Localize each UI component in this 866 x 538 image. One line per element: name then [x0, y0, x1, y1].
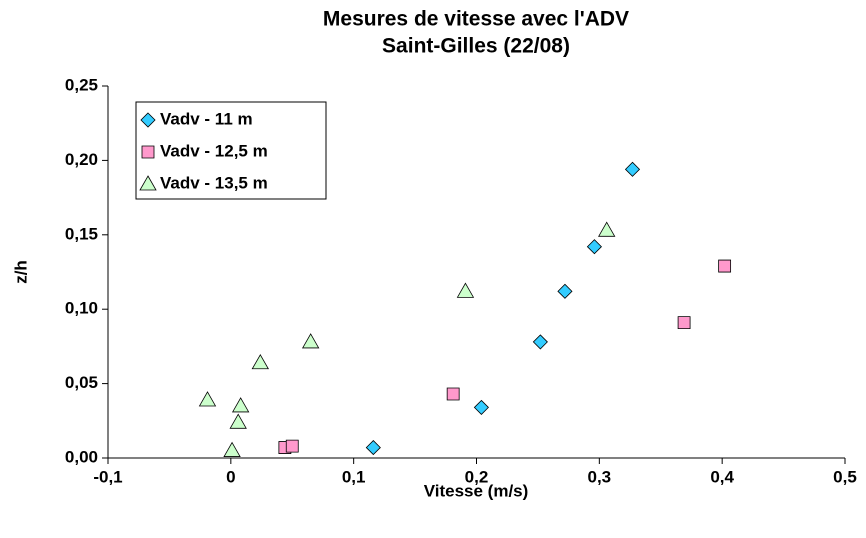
point: [365, 440, 381, 456]
legend-label: Vadv - 13,5 m: [160, 173, 268, 192]
x-tick-label: 0: [226, 467, 235, 486]
point: [223, 441, 241, 457]
point: [718, 259, 732, 273]
point: [229, 413, 247, 429]
x-tick-label: 0,1: [342, 467, 366, 486]
legend-marker: [141, 145, 155, 159]
chart-title: Mesures de vitesse avec l'ADV: [323, 8, 629, 31]
y-tick-label: 0,00: [65, 447, 98, 466]
y-tick-label: 0,15: [65, 224, 98, 243]
y-tick-label: 0,20: [65, 150, 98, 169]
point: [677, 316, 691, 329]
legend-marker: [139, 175, 157, 191]
x-tick-label: 0,2: [465, 467, 489, 486]
point: [586, 239, 602, 255]
point: [231, 397, 250, 413]
point: [301, 333, 320, 349]
y-tick-label: 0,05: [65, 373, 98, 392]
x-tick-label: -0,1: [93, 467, 122, 486]
point: [624, 161, 641, 177]
y-axis-label: z/h: [11, 260, 30, 284]
point: [532, 334, 548, 350]
legend-label: Vadv - 12,5 m: [160, 141, 268, 160]
y-tick-label: 0,25: [65, 75, 98, 94]
legend-label: Vadv - 11 m: [160, 109, 253, 128]
point: [473, 399, 489, 415]
x-tick-label: 0,5: [833, 467, 857, 486]
y-tick-label: 0,10: [65, 299, 98, 318]
point: [598, 221, 616, 237]
point: [198, 391, 217, 407]
x-tick-label: 0,4: [710, 467, 734, 486]
legend-marker: [140, 112, 156, 128]
x-tick-label: 0,3: [588, 467, 612, 486]
point: [456, 282, 475, 298]
point: [251, 353, 270, 370]
x-axis-label: Vitesse (m/s): [424, 481, 529, 500]
point: [446, 387, 460, 401]
chart-subtitle: Saint-Gilles (22/08): [382, 35, 570, 58]
point: [557, 283, 573, 299]
point: [285, 439, 299, 453]
legend-box: [135, 101, 327, 200]
